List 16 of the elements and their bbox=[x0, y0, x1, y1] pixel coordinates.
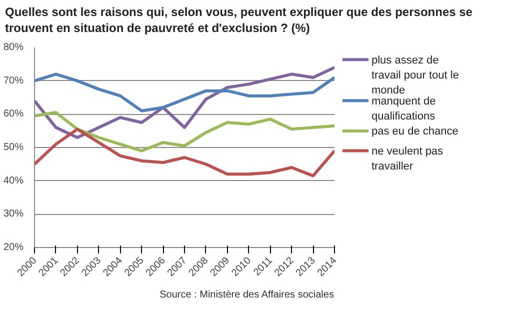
y-tick-label: 60% bbox=[3, 108, 24, 120]
y-tick-label: 70% bbox=[3, 76, 24, 87]
chart-title: Quelles sont les raisons qui, selon vous, peuvent expliquer que des personnes se trouvent en situation de pauvreté et d'exclusion ? (%) bbox=[5, 5, 474, 36]
legend-label: ne veulent pas travailler bbox=[372, 146, 444, 173]
line-series bbox=[34, 66, 334, 140]
line-series bbox=[34, 111, 334, 153]
y-tick-label: 30% bbox=[3, 208, 24, 220]
legend-label: pas eu de chance bbox=[372, 126, 458, 138]
y-tick-label: 80% bbox=[3, 42, 24, 54]
y-tick-label: 40% bbox=[3, 176, 24, 187]
y-tick-label: 50% bbox=[3, 142, 24, 154]
line-series bbox=[34, 128, 334, 178]
y-tick-label: 20% bbox=[3, 242, 24, 254]
line-series bbox=[34, 72, 334, 113]
legend-label: plus assez de travail pour tout le monde bbox=[372, 54, 459, 97]
source-note: Source : Ministère des Affaires sociales bbox=[160, 290, 334, 301]
